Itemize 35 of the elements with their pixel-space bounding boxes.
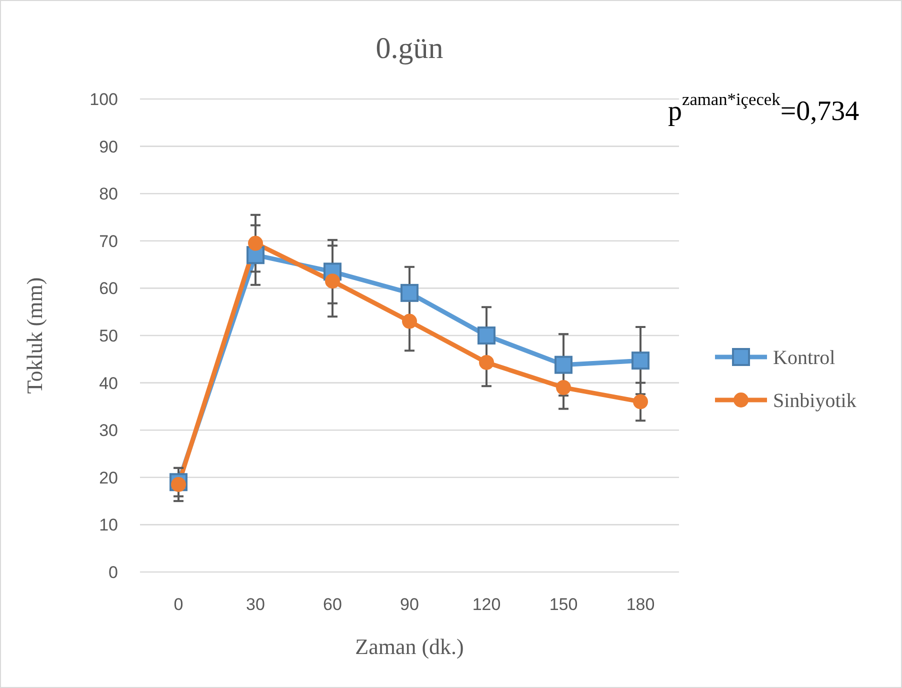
point [556, 380, 571, 396]
y-tick-label: 80 [99, 184, 118, 204]
point [632, 352, 650, 370]
point [325, 274, 340, 289]
x-tick-label: 90 [400, 595, 419, 614]
y-tick-label: 50 [99, 326, 118, 346]
y-tick-label: 100 [90, 90, 118, 109]
y-tick-label: 60 [99, 279, 118, 298]
annotation: p$^{zaman*içecek}$=0,734 [668, 90, 860, 127]
point [248, 236, 263, 251]
x-tick-label: 120 [472, 595, 501, 614]
y-axis-title: Tokluk (mm) [22, 277, 47, 394]
x-tick-label: 150 [549, 595, 578, 614]
point [171, 476, 186, 492]
x-axis-title: Zaman (dk.) [355, 634, 464, 659]
x-tick-label: 180 [626, 595, 655, 614]
point [402, 314, 417, 329]
y-tick-label: 20 [99, 468, 118, 488]
x-tick-label: 60 [323, 595, 342, 614]
y-tick-label: 70 [99, 232, 118, 251]
y-tick-label: 10 [99, 516, 118, 535]
y-tick-label: 30 [99, 421, 118, 440]
point [479, 354, 494, 370]
legend-label: Sinbiyotik [773, 390, 856, 412]
legend-label: Kontrol [773, 347, 836, 369]
point [400, 284, 418, 302]
point [554, 356, 572, 374]
chart-title: 0.gün [376, 32, 444, 65]
y-tick-label: 0 [108, 562, 118, 582]
x-tick-label: 30 [246, 595, 265, 614]
x-tick-label: 0 [174, 595, 184, 614]
y-tick-label: 40 [99, 374, 118, 393]
point [633, 394, 648, 410]
y-tick-label: 90 [99, 137, 118, 156]
point [478, 326, 496, 344]
